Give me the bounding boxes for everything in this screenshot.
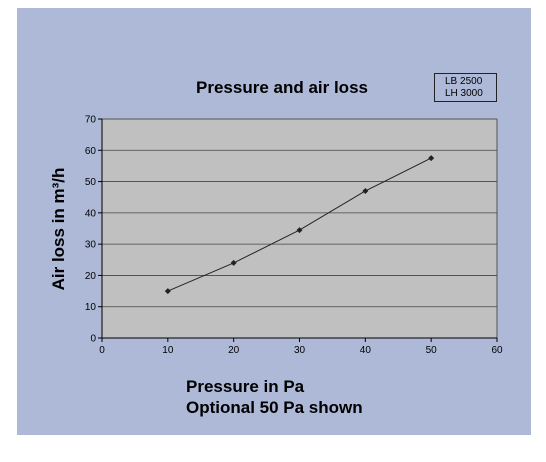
x-axis-title-line: Pressure in Pa bbox=[186, 377, 305, 396]
y-axis-title: Air loss in m³/h bbox=[49, 168, 68, 291]
data-point bbox=[164, 288, 171, 295]
legend: LB 2500 LH 3000 bbox=[434, 73, 497, 102]
y-tick-label: 30 bbox=[85, 240, 97, 251]
y-tick-label: 50 bbox=[85, 177, 97, 188]
x-tick-label: 50 bbox=[426, 345, 438, 356]
legend-entry: LH 3000 bbox=[445, 88, 483, 99]
x-axis-title: Pressure in Pa Optional 50 Pa shown bbox=[186, 376, 363, 418]
x-tick-label: 10 bbox=[162, 345, 174, 356]
y-tick-label: 20 bbox=[85, 271, 97, 282]
y-tick-label: 10 bbox=[85, 302, 97, 313]
x-tick-label: 30 bbox=[294, 345, 306, 356]
x-tick-label: 60 bbox=[491, 345, 503, 356]
x-tick-label: 40 bbox=[360, 345, 372, 356]
chart-title: Pressure and air loss bbox=[196, 78, 368, 97]
y-tick-label: 40 bbox=[85, 208, 97, 219]
data-point bbox=[362, 187, 369, 194]
y-tick-label: 70 bbox=[85, 115, 97, 126]
data-point bbox=[230, 259, 237, 266]
y-tick-label: 0 bbox=[90, 334, 96, 345]
x-tick-label: 20 bbox=[228, 345, 240, 356]
x-tick-label: 0 bbox=[99, 345, 105, 356]
x-axis-title-line: Optional 50 Pa shown bbox=[186, 398, 363, 417]
data-point bbox=[428, 155, 435, 162]
y-tick-label: 60 bbox=[85, 146, 97, 157]
legend-entry: LB 2500 bbox=[445, 76, 483, 87]
data-point bbox=[296, 227, 303, 234]
